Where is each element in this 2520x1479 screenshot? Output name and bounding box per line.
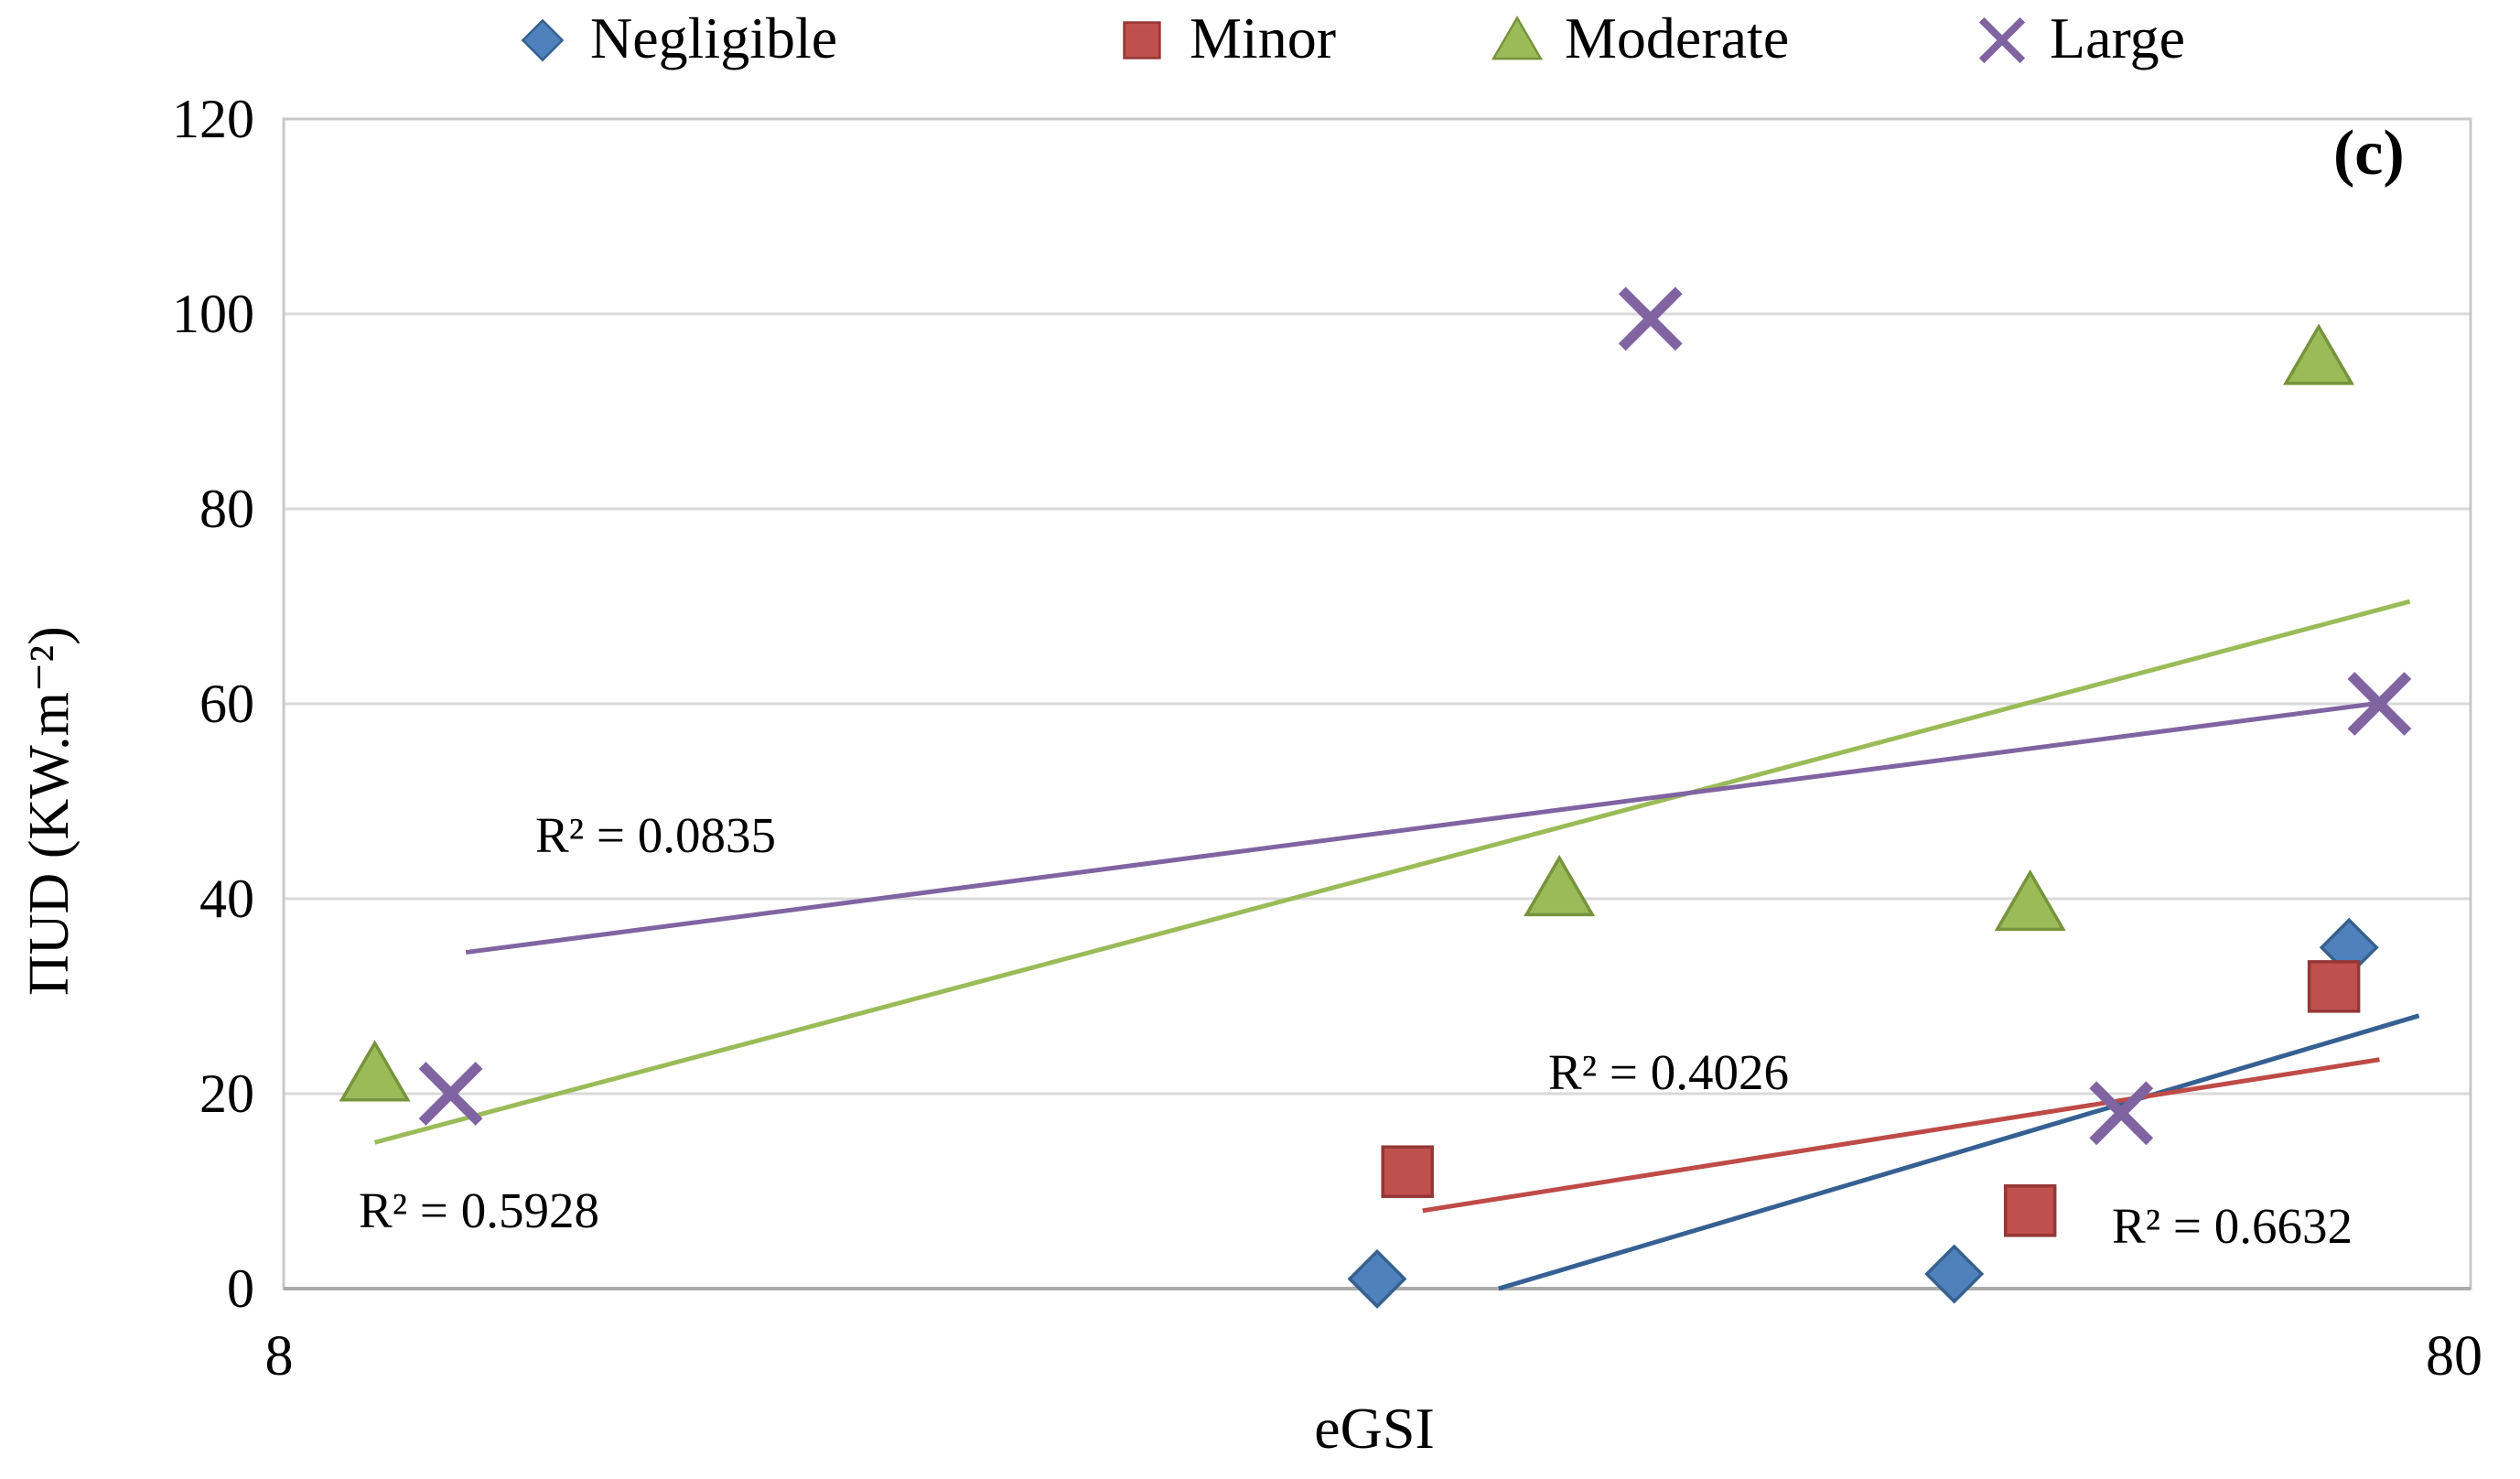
trendline-large [465,701,2375,955]
y-tick-40: 40 [199,869,254,929]
marker-negligible [1347,1248,1407,1309]
y-tick-0: 0 [227,1258,254,1319]
marker-large [1618,286,1683,351]
legend-diamond-glyph [521,18,565,62]
legend-label: Minor [1190,5,1336,70]
marker-moderate [339,1040,411,1102]
marker-negligible [521,18,565,62]
marker-minor [1123,21,1161,59]
marker-large [1978,16,2026,64]
x-tick-8: 8 [264,1325,294,1387]
legend-label: Negligible [590,5,838,70]
r2-annotation-moderate: R² = 0.5928 [359,1182,599,1238]
y-tick-80: 80 [199,479,254,539]
x-tick-80: 80 [2426,1325,2482,1387]
legend-label: Moderate [1565,5,1790,70]
marker-moderate [1994,869,2066,932]
legend-label: Large [2050,5,2186,70]
marker-moderate [2282,323,2355,385]
trendline-moderate [373,599,2411,1145]
legend-item-negligible: Negligible [508,0,837,77]
marker-large [2347,672,2412,736]
trendline-minor [1422,1057,2380,1214]
square-marker-icon [1107,4,1177,73]
y-tick-100: 100 [172,284,254,344]
marker-minor [2003,1184,2057,1237]
marker-minor [2307,960,2361,1013]
r2-annotation-large: R² = 0.0835 [535,807,776,863]
marker-moderate [1491,16,1544,60]
triangle-marker-icon [1482,4,1552,73]
legend-square-glyph [1123,21,1161,59]
legend-item-minor: Minor [1107,0,1336,77]
marker-large [418,1062,483,1126]
panel-label: (c) [2333,118,2405,189]
marker-moderate [1524,854,1596,917]
y-tick-60: 60 [199,674,254,734]
marker-negligible [1924,1244,1985,1304]
r2-annotation-negligible: R² = 0.6632 [2112,1198,2353,1254]
legend-triangle-glyph [1491,16,1544,60]
trendline-negligible [1498,1013,2420,1291]
diamond-marker-icon [508,4,577,73]
r2-annotation-minor: R² = 0.4026 [1548,1044,1789,1100]
legend-item-moderate: Moderate [1482,0,1789,77]
chart-legend: Negligible Minor Moderate Large [0,0,2520,77]
marker-large [2089,1081,2154,1146]
x-marker-icon [1967,4,2037,73]
legend-x-glyph [1978,16,2026,64]
y-axis-title: ΠUD (KW.m⁻²) [18,626,81,996]
y-tick-120: 120 [172,89,254,149]
x-axis-title: eGSI [1314,1396,1435,1461]
marker-minor [1381,1145,1434,1198]
y-tick-20: 20 [199,1063,254,1124]
legend-item-large: Large [1967,0,2185,77]
